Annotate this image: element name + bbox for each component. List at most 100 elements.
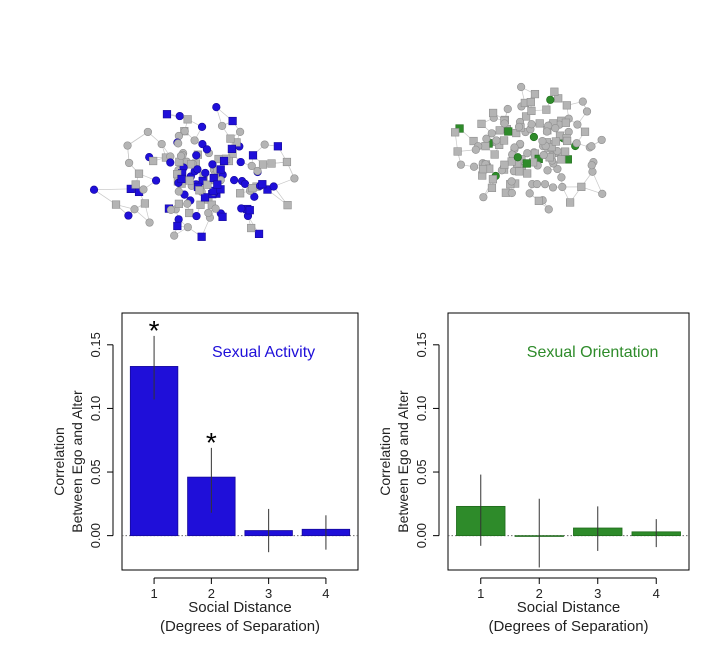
network-node-square: [140, 199, 150, 208]
network-node-circle: [240, 179, 250, 188]
plot-frame: [447, 312, 690, 571]
network-node-square: [535, 119, 544, 128]
network-node-square: [236, 189, 245, 198]
network-node-square: [469, 136, 478, 146]
network-node-square: [218, 212, 227, 221]
network-node-square: [273, 142, 282, 151]
network-node-circle: [532, 179, 542, 189]
network-node-circle: [180, 127, 189, 136]
sexual-orientation-network: [451, 82, 607, 214]
x-axis-subtitle: (Degrees of Separation): [160, 618, 320, 635]
network-node-square: [200, 193, 210, 202]
network-node-square: [557, 155, 566, 164]
network-node-square: [248, 151, 258, 160]
network-node-square: [577, 182, 586, 191]
network-node-square: [216, 165, 225, 174]
network-node-circle: [525, 189, 534, 198]
network-node-square: [245, 206, 254, 215]
network-node-square: [542, 105, 551, 114]
network-node-square: [177, 174, 186, 184]
network-node-square: [500, 160, 509, 169]
network-node-square: [111, 200, 121, 209]
y-axis-subtitle: Between Ego and Alter: [395, 390, 411, 533]
network-node-square: [187, 160, 196, 169]
chart-1: 0.00 0.05 0.10 0.15 1 2 3 4 Social Distance (Degr…: [377, 312, 690, 635]
network-node-circle: [538, 137, 547, 146]
network-node-circle: [166, 205, 176, 214]
network-node-circle: [551, 123, 560, 133]
network-node-circle: [192, 211, 201, 221]
network-node-square: [488, 175, 498, 184]
network-node-square: [561, 118, 571, 127]
network-node-square: [213, 180, 222, 189]
network-node-square: [521, 112, 531, 121]
network-node-square: [183, 115, 192, 124]
network-node-circle: [557, 173, 566, 182]
network-node-square: [173, 221, 182, 231]
network-node-circle: [211, 204, 220, 213]
network-node-circle: [587, 142, 596, 151]
plot-frame: [121, 312, 359, 571]
network-node-square: [561, 147, 570, 156]
network-node-circle: [543, 166, 552, 175]
sexual-activity-network: [89, 103, 299, 241]
network-node-circle: [253, 166, 262, 176]
network-node-circle: [492, 136, 501, 145]
network-node-circle: [183, 199, 192, 208]
network-node-circle: [544, 205, 553, 214]
x-tick-label: 1: [150, 586, 157, 601]
network-node-circle: [598, 189, 607, 198]
network-node-square: [254, 229, 264, 238]
network-node-square: [504, 127, 513, 136]
network-node-circle: [130, 205, 139, 214]
network-node-circle: [174, 187, 183, 196]
network-node-circle: [513, 153, 522, 162]
network-node-circle: [469, 162, 479, 171]
network-node-square: [562, 101, 571, 110]
network-node-circle: [201, 168, 210, 178]
network-node-square: [453, 147, 462, 156]
panel-title: Sexual Activity: [212, 344, 315, 361]
network-node-circle: [176, 151, 186, 161]
network-node-circle: [193, 165, 202, 174]
network-node-square: [477, 119, 486, 128]
network-node-circle: [546, 95, 555, 104]
network-node-circle: [269, 182, 278, 191]
significance-marker: *: [206, 427, 217, 458]
network-node-square: [247, 223, 256, 233]
network-node-square: [195, 186, 204, 195]
x-tick-label: 2: [536, 586, 543, 601]
y-axis-title: Correlation: [51, 427, 67, 495]
network-node-circle: [208, 160, 217, 169]
network-node-square: [203, 180, 212, 189]
network-node-circle: [212, 103, 221, 112]
network-node-circle: [260, 140, 269, 149]
network-node-circle: [204, 208, 213, 218]
x-tick-label: 3: [265, 586, 272, 601]
chart-0: * * 0.00 0.05 0.10 0.15 1 2 3 4 Social Distance (De…: [51, 312, 359, 635]
x-tick-label: 2: [208, 586, 215, 601]
network-node-square: [267, 159, 276, 168]
network-node-circle: [236, 157, 245, 167]
network-node-square: [226, 134, 235, 143]
network-node-square: [248, 184, 257, 193]
network-node-square: [283, 201, 292, 210]
network-node-circle: [198, 140, 207, 149]
network-node-square: [173, 170, 182, 179]
network-node-circle: [503, 104, 512, 114]
network-node-circle: [183, 223, 192, 232]
y-tick-label: 0.10: [88, 396, 103, 421]
network-node-square: [258, 180, 267, 189]
network-node-square: [495, 126, 504, 135]
network-node-circle: [192, 151, 201, 160]
network-node-circle: [507, 188, 516, 198]
network-node-square: [515, 167, 524, 176]
network-node-square: [149, 156, 158, 166]
network-node-square: [282, 157, 292, 167]
network-node-circle: [247, 161, 256, 171]
network-node-circle: [479, 193, 488, 202]
network-node-square: [126, 184, 135, 193]
bar-charts: * * 0.00 0.05 0.10 0.15 1 2 3 4 Social Distance (De…: [51, 312, 690, 635]
network-node-circle: [250, 192, 259, 201]
network-node-square: [131, 180, 140, 189]
